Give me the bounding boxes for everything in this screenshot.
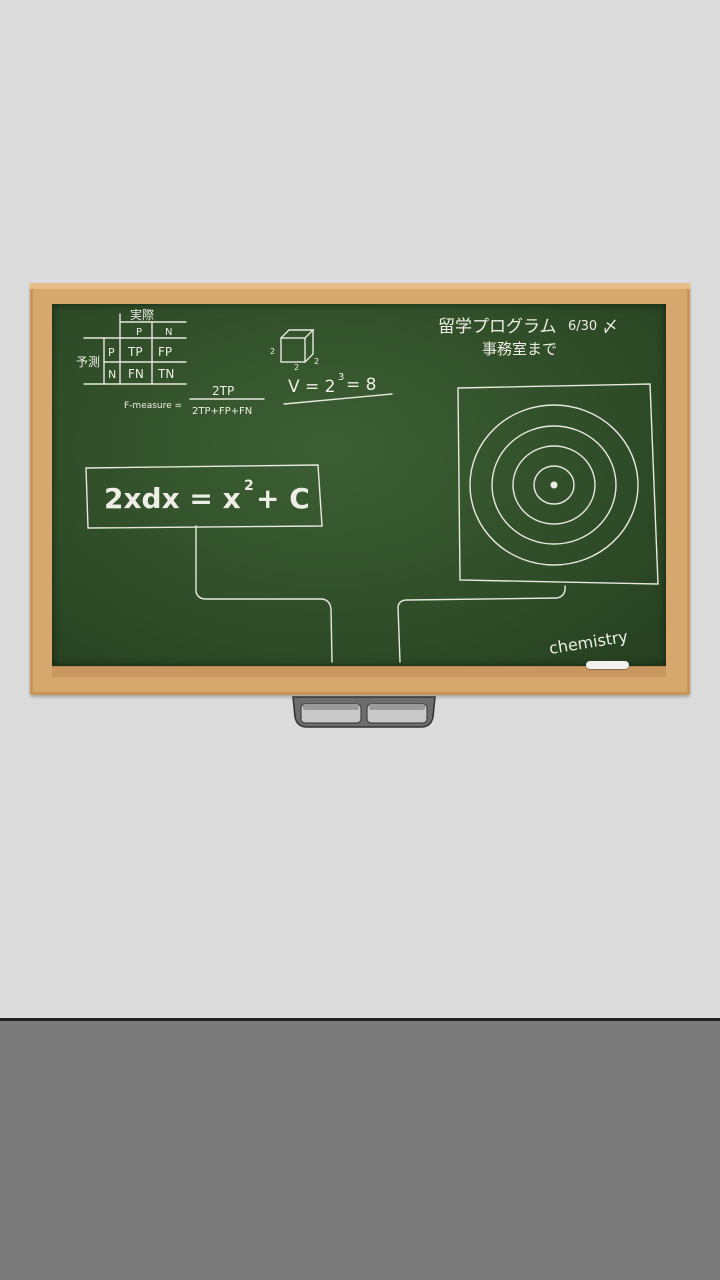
volume-result: = 8 <box>346 375 376 395</box>
chalk-tray <box>52 666 666 677</box>
cube-edge-left: 2 <box>270 347 275 356</box>
equation-exponent: 2 <box>244 478 254 494</box>
fmeasure-label: F-measure = <box>124 401 182 411</box>
cube-edge-right: 2 <box>314 357 319 366</box>
equation-box <box>85 464 323 529</box>
floor-edge <box>0 1018 720 1021</box>
fmeasure-numerator: 2TP <box>212 384 234 398</box>
confusion-matrix <box>83 313 187 385</box>
row-n-label: N <box>108 368 116 381</box>
fn-cell: FN <box>128 367 144 381</box>
target-icon <box>469 404 639 566</box>
tp-cell: TP <box>127 345 143 359</box>
fmeasure-denominator: 2TP+FP+FN <box>192 406 252 417</box>
equation-rhs: + C <box>256 482 310 515</box>
notice-date: 6/30 <box>568 319 597 334</box>
volume-formula: V = 2 <box>288 377 336 397</box>
actual-label: 実際 <box>130 307 154 322</box>
row-p-label: P <box>108 346 115 359</box>
target-frame <box>457 383 659 585</box>
eraser-icon[interactable] <box>291 695 437 729</box>
notice-line1: 留学プログラム <box>438 317 557 337</box>
notice-mark: 〆 <box>602 317 618 336</box>
volume-exponent: 3 <box>338 372 344 383</box>
fp-cell: FP <box>158 345 172 359</box>
predicted-label: 予測 <box>76 355 100 369</box>
cube-edge-bottom: 2 <box>294 363 299 372</box>
chalkboard[interactable]: 実際 P N 予測 P N TP FP FN TN F-measure = 2T… <box>52 304 666 666</box>
equation-lhs: 2xdx = x <box>104 482 241 515</box>
target-center <box>550 481 558 489</box>
floor <box>0 1021 720 1280</box>
tn-cell: TN <box>157 367 174 381</box>
chalk-stick[interactable] <box>586 661 629 669</box>
col-n-label: N <box>165 327 172 338</box>
chalkboard-drawing: 実際 P N 予測 P N TP FP FN TN F-measure = 2T… <box>76 307 659 663</box>
underline <box>283 393 393 405</box>
cube-icon <box>280 329 315 363</box>
notice-line2: 事務室まで <box>482 340 557 358</box>
signature: chemistry <box>548 627 629 658</box>
col-p-label: P <box>136 327 142 338</box>
